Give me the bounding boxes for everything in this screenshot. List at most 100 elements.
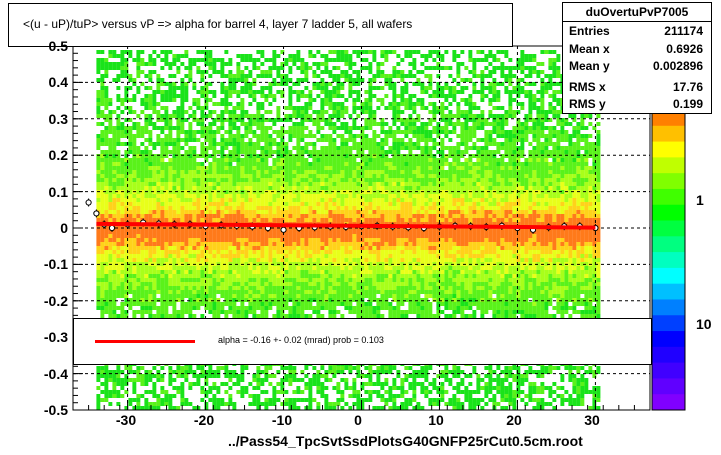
heatmap-cell (316, 182, 321, 186)
heatmap-cell (220, 366, 225, 370)
heatmap-cell (300, 154, 305, 158)
heatmap-cell (120, 234, 125, 238)
heatmap-cell (296, 298, 301, 302)
heatmap-cell (252, 150, 257, 154)
heatmap-cell (244, 370, 249, 374)
heatmap-cell (288, 286, 293, 290)
heatmap-cell (200, 182, 205, 186)
heatmap-cell (120, 378, 125, 382)
heatmap-cell (200, 314, 205, 318)
heatmap-cell (292, 114, 297, 118)
heatmap-cell (216, 306, 221, 310)
heatmap-cell (260, 382, 265, 386)
heatmap-cell (216, 290, 221, 294)
heatmap-cell (288, 402, 293, 406)
heatmap-cell (288, 62, 293, 66)
heatmap-cell (132, 102, 137, 106)
heatmap-cell (176, 394, 181, 398)
heatmap-cell (200, 306, 205, 310)
heatmap-cell (280, 282, 285, 286)
heatmap-cell (260, 70, 265, 74)
heatmap-cell (264, 50, 269, 54)
heatmap-cell (312, 258, 317, 262)
heatmap-cell (156, 170, 161, 174)
heatmap-cell (252, 214, 257, 218)
heatmap-cell (160, 186, 165, 190)
heatmap-cell (184, 366, 189, 370)
heatmap-cell (232, 86, 237, 90)
heatmap-cell (196, 50, 201, 54)
heatmap-cell (220, 302, 225, 306)
heatmap-cell (176, 206, 181, 210)
heatmap-cell (228, 378, 233, 382)
heatmap-cell (124, 98, 129, 102)
heatmap-cell (232, 378, 237, 382)
heatmap-cell (288, 386, 293, 390)
heatmap-cell (252, 54, 257, 58)
heatmap-cell (192, 174, 197, 178)
heatmap-cell (96, 374, 101, 378)
heatmap-cell (224, 390, 229, 394)
heatmap-cell (108, 386, 113, 390)
heatmap-cell (136, 146, 141, 150)
heatmap-cell (232, 138, 237, 142)
heatmap-cell (188, 66, 193, 70)
heatmap-cell (164, 82, 169, 86)
heatmap-cell (244, 102, 249, 106)
heatmap-cell (252, 254, 257, 258)
heatmap-cell (108, 306, 113, 310)
heatmap-cell (120, 382, 125, 386)
heatmap-cell (224, 198, 229, 202)
heatmap-cell (124, 66, 129, 70)
heatmap-cell (208, 162, 213, 166)
heatmap-cell (264, 146, 269, 150)
heatmap-cell (192, 146, 197, 150)
heatmap-cell (312, 282, 317, 286)
heatmap-cell (300, 58, 305, 62)
heatmap-cell (240, 94, 245, 98)
heatmap-cell (108, 94, 113, 98)
heatmap-cell (136, 170, 141, 174)
heatmap-cell (244, 366, 249, 370)
heatmap-cell (272, 118, 277, 122)
heatmap-cell (272, 282, 277, 286)
heatmap-cell (128, 150, 133, 154)
heatmap-cell (180, 306, 185, 310)
heatmap-cell (172, 86, 177, 90)
heatmap-cell (156, 290, 161, 294)
heatmap-cell (156, 370, 161, 374)
heatmap-cell (188, 218, 193, 222)
heatmap-cell (188, 398, 193, 402)
heatmap-cell (212, 118, 217, 122)
heatmap-cell (180, 314, 185, 318)
heatmap-cell (224, 186, 229, 190)
heatmap-cell (136, 374, 141, 378)
heatmap-cell (108, 198, 113, 202)
heatmap-cell (140, 378, 145, 382)
heatmap-cell (156, 406, 161, 410)
heatmap-cell (140, 270, 145, 274)
heatmap-cell (272, 402, 277, 406)
heatmap-cell (180, 402, 185, 406)
heatmap-cell (312, 162, 317, 166)
heatmap-cell (284, 278, 289, 282)
heatmap-cell (136, 310, 141, 314)
heatmap-cell (188, 242, 193, 246)
heatmap-cell (100, 314, 105, 318)
heatmap-cell (188, 166, 193, 170)
heatmap-cell (264, 290, 269, 294)
heatmap-cell (112, 394, 117, 398)
heatmap-cell (304, 162, 309, 166)
heatmap-cell (252, 106, 257, 110)
heatmap-cell (292, 70, 297, 74)
heatmap-cell (228, 150, 233, 154)
heatmap-cell (96, 242, 101, 246)
heatmap-cell (160, 178, 165, 182)
heatmap-cell (224, 58, 229, 62)
heatmap-cell (192, 130, 197, 134)
heatmap-cell (232, 174, 237, 178)
heatmap-cell (124, 382, 129, 386)
heatmap-cell (192, 126, 197, 130)
heatmap-cell (160, 214, 165, 218)
heatmap-cell (180, 62, 185, 66)
